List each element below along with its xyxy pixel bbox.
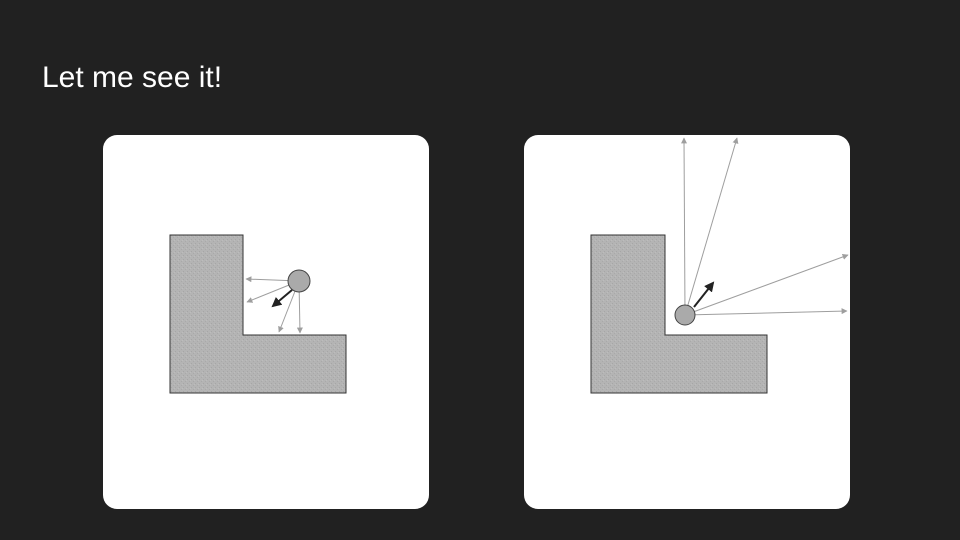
diagram-right-svg: [590, 137, 849, 394]
diagram-panel-right: [524, 135, 850, 509]
l-shape-obstacle: [590, 234, 768, 394]
surface-normal-arrow: [271, 289, 293, 308]
diagram-panel-left: [103, 135, 429, 509]
sample-point-circle: [674, 304, 696, 326]
sample-ray: [681, 137, 688, 316]
sample-ray: [684, 137, 739, 316]
sample-rays: [681, 137, 849, 316]
sample-ray: [684, 308, 848, 316]
sample-ray: [684, 254, 849, 316]
l-shape-obstacle: [169, 234, 347, 394]
surface-normal-arrow: [693, 281, 715, 308]
slide-title: Let me see it!: [42, 61, 223, 94]
diagram-left-svg: [169, 234, 347, 394]
sample-point-circle: [287, 269, 311, 293]
